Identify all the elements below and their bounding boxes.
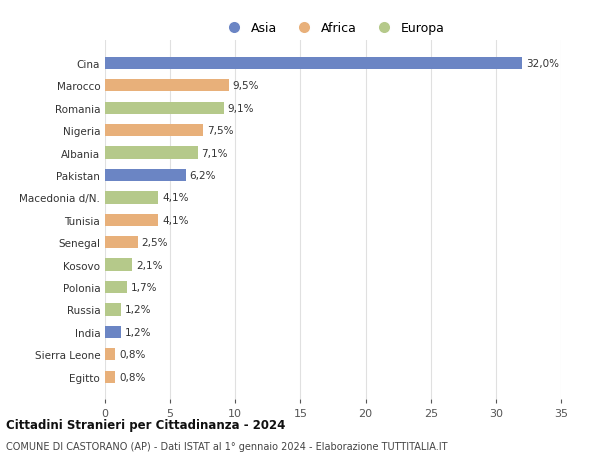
Text: 2,5%: 2,5% (142, 238, 168, 248)
Text: 0,8%: 0,8% (119, 372, 146, 382)
Text: 9,5%: 9,5% (233, 81, 259, 91)
Text: 2,1%: 2,1% (136, 260, 163, 270)
Text: 1,7%: 1,7% (131, 282, 158, 292)
Bar (105, 259, 133, 271)
Legend: Asia, Africa, Europa: Asia, Africa, Europa (217, 17, 449, 40)
Text: 4,1%: 4,1% (163, 193, 189, 203)
Text: COMUNE DI CASTORANO (AP) - Dati ISTAT al 1° gennaio 2024 - Elaborazione TUTTITAL: COMUNE DI CASTORANO (AP) - Dati ISTAT al… (6, 441, 448, 451)
Bar (105, 169, 186, 182)
Text: 6,2%: 6,2% (190, 171, 216, 180)
Text: 1,2%: 1,2% (125, 327, 151, 337)
Bar (105, 326, 121, 338)
Text: 32,0%: 32,0% (526, 59, 559, 69)
Text: 1,2%: 1,2% (125, 305, 151, 315)
Bar (105, 304, 121, 316)
Bar (105, 80, 229, 92)
Text: Cittadini Stranieri per Cittadinanza - 2024: Cittadini Stranieri per Cittadinanza - 2… (6, 418, 286, 431)
Bar (105, 348, 115, 361)
Bar (105, 102, 224, 115)
Bar (105, 192, 158, 204)
Bar (105, 125, 203, 137)
Bar (105, 236, 137, 249)
Bar (105, 214, 158, 226)
Text: 0,8%: 0,8% (119, 350, 146, 359)
Bar (105, 57, 522, 70)
Text: 9,1%: 9,1% (227, 103, 254, 113)
Bar (105, 281, 127, 294)
Text: 7,1%: 7,1% (202, 148, 228, 158)
Bar (105, 371, 115, 383)
Bar (105, 147, 197, 159)
Text: 7,5%: 7,5% (206, 126, 233, 136)
Text: 4,1%: 4,1% (163, 215, 189, 225)
